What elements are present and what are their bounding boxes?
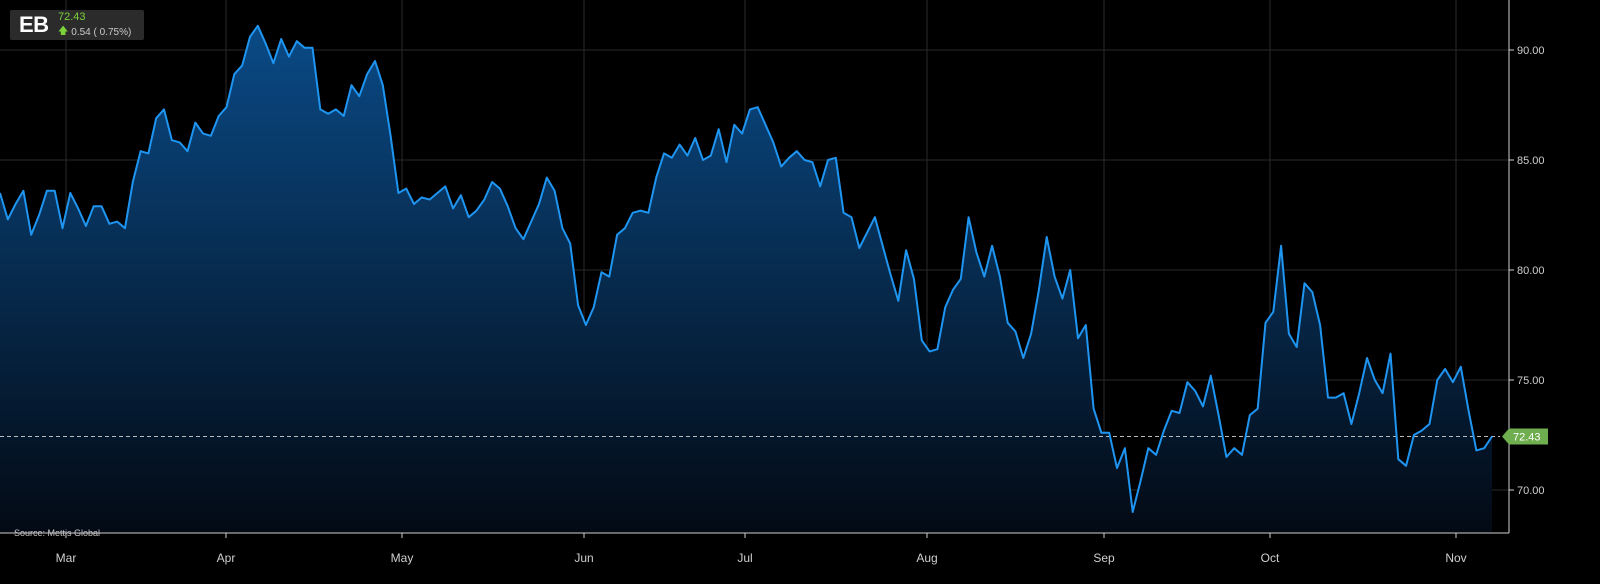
last-price-label: 72.43 (1513, 432, 1541, 444)
up-arrow-icon: 🡅 (58, 26, 69, 37)
ticker-change-text: 0.54 ( 0.75%) (71, 27, 132, 38)
y-tick-label: 75.00 (1517, 375, 1545, 387)
last-price-badge: 72.43 (1502, 428, 1548, 445)
ticker-price: 72.43 (58, 11, 86, 23)
ticker-box: EB 72.43 🡅 0.54 ( 0.75%) (10, 10, 144, 40)
y-axis: 70.00 75.00 80.00 85.00 90.00 (1509, 45, 1545, 497)
x-tick-label: Sep (1093, 551, 1115, 565)
x-tick-label: Oct (1261, 551, 1280, 565)
price-line[interactable] (0, 24, 1493, 513)
x-tick-label: Jun (574, 551, 593, 565)
y-tick-label: 80.00 (1517, 265, 1545, 277)
price-area-fill (0, 25, 1492, 534)
source-label: Source: Mettis Global (14, 528, 101, 538)
y-tick-label: 90.00 (1517, 45, 1545, 57)
x-tick-label: Nov (1445, 551, 1466, 565)
x-tick-label: Apr (217, 551, 236, 565)
y-tick-label: 70.00 (1517, 485, 1545, 497)
ticker-symbol: EB (19, 12, 49, 37)
x-tick-label: Mar (56, 551, 77, 565)
x-tick-label: Jul (737, 551, 752, 565)
x-tick-label: May (391, 551, 414, 565)
y-tick-label: 85.00 (1517, 155, 1545, 167)
x-tick-label: Aug (916, 551, 937, 565)
x-axis: Mar Apr May Jun Jul Aug Sep Oct Nov (56, 533, 1467, 565)
ticker-change: 🡅 0.54 ( 0.75%) (58, 24, 131, 41)
